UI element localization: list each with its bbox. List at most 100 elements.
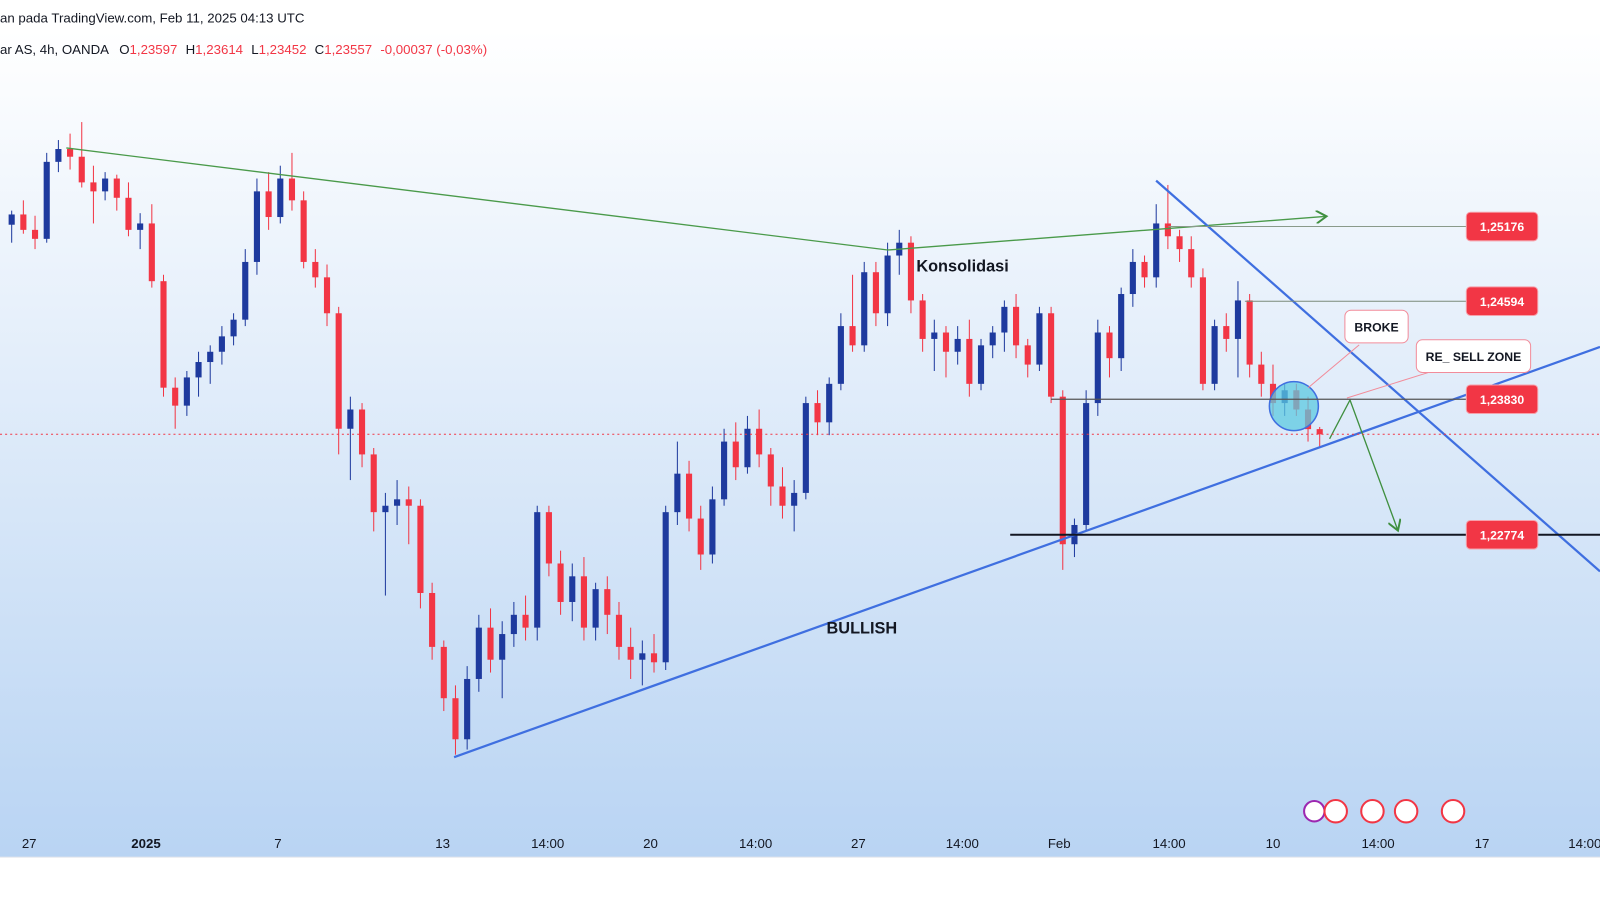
- candle-body: [942, 332, 950, 352]
- candle-body: [405, 499, 412, 506]
- candle-body: [1048, 313, 1055, 397]
- candle-body: [1001, 306, 1008, 333]
- ohlc-key: L: [251, 42, 258, 57]
- level-label: 1,24594: [1480, 295, 1524, 309]
- candle-body: [966, 338, 973, 384]
- ohlc-key: O: [119, 42, 129, 57]
- level-label-bg: [1465, 384, 1539, 415]
- candle-body: [55, 149, 62, 162]
- candle-body: [78, 156, 85, 183]
- ohlc-value: 1,23557: [324, 42, 372, 57]
- projection-arrow: [1329, 398, 1398, 531]
- candle-body: [20, 214, 27, 230]
- x-tick-label: 14:00: [1152, 836, 1185, 851]
- candle-body: [685, 473, 693, 519]
- candle-body: [569, 576, 576, 602]
- ohlc-value: 1,23597: [130, 42, 178, 57]
- plot-background: [0, 30, 1600, 858]
- candle-body: [545, 512, 552, 564]
- candle-body: [627, 646, 634, 660]
- callout-pointer: [1307, 344, 1360, 389]
- candle-body: [394, 499, 401, 506]
- level-label-bg: [1465, 519, 1539, 550]
- event-icons: [1303, 798, 1466, 824]
- candle-body: [721, 441, 728, 500]
- trend-line: [66, 147, 1326, 251]
- candle-body: [989, 332, 996, 346]
- candle-body: [1024, 345, 1031, 365]
- candle-body: [931, 332, 938, 339]
- candle-body: [814, 403, 821, 423]
- symbol: ar AS, 4h, OANDA: [0, 42, 109, 57]
- candle-body: [1234, 300, 1242, 339]
- candle-body: [615, 614, 623, 647]
- candle-body: [1118, 294, 1125, 359]
- candle-body: [709, 499, 716, 555]
- candle-body: [253, 191, 260, 262]
- candle-body: [242, 261, 249, 320]
- candle-body: [1141, 261, 1148, 278]
- candle-body: [919, 300, 926, 339]
- candle-body: [429, 592, 436, 647]
- candle-body: [207, 351, 214, 363]
- x-tick-label: 27: [22, 836, 37, 851]
- candle-body: [580, 576, 588, 628]
- candle-body: [8, 214, 15, 225]
- candle-body: [884, 255, 891, 314]
- candle-body: [487, 627, 494, 660]
- ohlc-key: H: [186, 42, 196, 57]
- candle-body: [662, 512, 669, 663]
- candle-body: [872, 272, 879, 314]
- candle-body: [837, 326, 844, 384]
- candles: [8, 122, 1323, 755]
- candle-body: [288, 178, 296, 201]
- candle-body: [1211, 326, 1218, 384]
- change: -0,00037 (-0,03%): [380, 42, 487, 57]
- x-tick-label: 14:00: [1362, 836, 1395, 851]
- candle-body: [639, 653, 646, 660]
- x-tick-label: 7: [274, 836, 281, 851]
- x-tick-label: 2025: [131, 836, 160, 851]
- candle-body: [312, 261, 319, 278]
- candle-body: [31, 229, 39, 239]
- candle-body: [1246, 300, 1253, 365]
- candle-body: [67, 149, 74, 157]
- candle-body: [732, 441, 739, 468]
- candle-body: [265, 191, 272, 218]
- candle-body: [756, 428, 763, 455]
- candle-body: [300, 200, 307, 262]
- x-tick-label: 27: [851, 836, 866, 851]
- candle-body: [230, 319, 237, 337]
- candle-body: [102, 178, 109, 192]
- candle-body: [534, 512, 541, 628]
- callout-box: [1344, 309, 1409, 344]
- x-tick-label: 20: [643, 836, 658, 851]
- candle-body: [1083, 403, 1090, 525]
- candle-body: [323, 277, 331, 314]
- x-tick-label: 14:00: [1568, 836, 1600, 851]
- callout-box: [1415, 339, 1532, 373]
- level-label: 1,25176: [1480, 220, 1524, 234]
- candle-body: [382, 505, 389, 513]
- candle-body: [43, 161, 50, 239]
- resistance-line: [1155, 179, 1600, 573]
- ohlc-value: 1,23452: [259, 42, 307, 57]
- candle-body: [464, 678, 471, 740]
- candle-body: [358, 409, 366, 455]
- candle-body: [125, 197, 132, 230]
- candle-body: [475, 627, 482, 679]
- candle-body: [522, 614, 529, 628]
- x-tick-label: 14:00: [739, 836, 772, 851]
- candle-body: [674, 473, 681, 513]
- level-label: 1,23830: [1480, 393, 1524, 407]
- candle-body: [977, 345, 985, 384]
- candle-body: [1258, 364, 1265, 384]
- x-tick-label: 14:00: [946, 836, 979, 851]
- annotation: BROKE: [1354, 321, 1398, 335]
- ohlc-value: 1,23614: [195, 42, 243, 57]
- candle-body: [137, 223, 144, 230]
- support-line: [453, 345, 1600, 759]
- x-tick-label: 14:00: [531, 836, 564, 851]
